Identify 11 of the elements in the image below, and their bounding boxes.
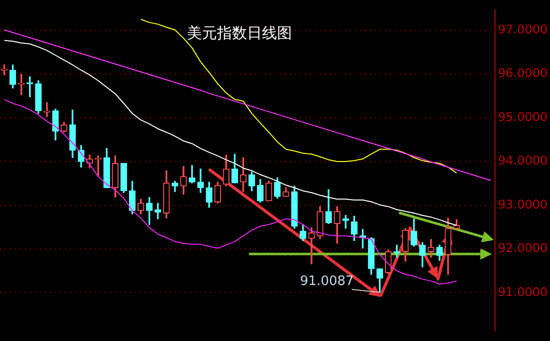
- y-tick-label: 95.0000: [498, 110, 548, 124]
- y-tick-label: 94.0000: [498, 154, 548, 168]
- y-tick-label: 93.0000: [498, 197, 548, 212]
- y-tick-label: 91.0000: [498, 284, 548, 299]
- candlestick: [197, 168, 204, 193]
- text: 美元指数日线图: [187, 24, 292, 43]
- y-tick-label: 97.0000: [498, 22, 548, 36]
- y-tick-label: 92.0000: [498, 241, 548, 256]
- y-tick-label: 96.0000: [498, 66, 548, 80]
- candlestick: [308, 227, 315, 264]
- annotation: 91.0087: [300, 274, 354, 290]
